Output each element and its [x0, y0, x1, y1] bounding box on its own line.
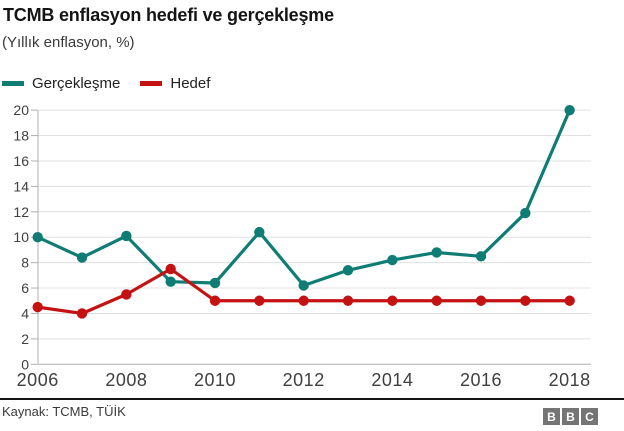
- bbc-logo-block: C: [581, 408, 598, 425]
- data-point-marker-1: [121, 289, 132, 300]
- x-axis-label: 2014: [371, 370, 413, 390]
- x-axis-label: 2006: [17, 370, 59, 390]
- data-point-marker-1: [254, 295, 265, 306]
- data-point-marker-1: [76, 308, 88, 319]
- data-point-marker-1: [165, 263, 176, 275]
- legend-label-gerceklesme: Gerçekleşme: [32, 74, 121, 92]
- page-title: TCMB enflasyon hedefi ve gerçekleşme: [3, 5, 334, 25]
- bbc-logo: B B C: [543, 408, 598, 425]
- data-point-marker-1: [298, 295, 309, 306]
- y-axis-label: 6: [21, 280, 29, 296]
- source-attribution: Kaynak: TCMB, TÜİK: [2, 404, 126, 419]
- inflation-line-chart: 0 2 4 6 8 10 12 14 16 18 20 2006 2008 2010 2012 2014 201…: [13, 102, 591, 390]
- legend-item-hedef: Hedef: [140, 75, 210, 92]
- series-line-0: [37, 109, 572, 288]
- data-point-marker-0: [387, 254, 398, 266]
- data-point-marker-0: [475, 251, 487, 262]
- legend-label-hedef: Hedef: [170, 74, 211, 92]
- x-axis-label: 2012: [283, 370, 325, 390]
- chart-legend: Gerçekleşme Hedef: [2, 74, 210, 92]
- y-axis-label: 0: [21, 356, 29, 372]
- y-axis-label: 16: [13, 153, 29, 169]
- data-point-marker-0: [520, 207, 531, 219]
- data-point-marker-0: [209, 277, 221, 289]
- data-point-marker-0: [32, 232, 43, 243]
- data-point-marker-1: [431, 295, 442, 306]
- series-line-1: [37, 267, 570, 316]
- data-point-marker-1: [342, 295, 354, 306]
- y-axis-label: 20: [13, 102, 29, 118]
- data-point-marker-1: [520, 295, 531, 306]
- page-subtitle: (Yıllık enflasyon, %): [2, 34, 135, 51]
- y-axis-label: 8: [21, 255, 29, 271]
- x-axis-label: 2018: [549, 370, 591, 390]
- data-point-marker-1: [387, 295, 398, 306]
- y-axis-label: 12: [13, 204, 29, 220]
- data-point-marker-0: [298, 280, 309, 291]
- y-axis-label: 4: [21, 305, 29, 321]
- data-point-marker-0: [121, 230, 132, 242]
- y-axis-label: 14: [13, 178, 29, 194]
- legend-item-gerceklesme: Gerçekleşme: [2, 75, 120, 92]
- bbc-logo-block: B: [543, 408, 560, 425]
- y-axis-label: 10: [13, 229, 29, 245]
- data-point-marker-0: [165, 276, 176, 287]
- data-point-marker-0: [431, 247, 442, 258]
- x-axis-label: 2008: [105, 370, 147, 390]
- data-point-marker-1: [209, 295, 221, 306]
- x-axis-label: 2016: [460, 370, 502, 390]
- data-point-marker-1: [32, 301, 43, 313]
- y-axis-label: 2: [21, 331, 29, 347]
- data-point-marker-0: [254, 226, 265, 238]
- data-point-marker-1: [564, 295, 575, 306]
- footer-divider: [0, 398, 624, 400]
- data-point-marker-0: [76, 252, 88, 263]
- data-point-marker-1: [475, 295, 487, 306]
- bbc-logo-block: B: [562, 408, 579, 425]
- x-axis-label: 2010: [194, 370, 236, 390]
- data-point-marker-0: [342, 265, 354, 276]
- y-axis-label: 18: [13, 128, 29, 144]
- hedef-swatch-icon: [140, 80, 163, 86]
- data-point-marker-0: [564, 104, 575, 116]
- gerceklesme-swatch-icon: [2, 80, 24, 86]
